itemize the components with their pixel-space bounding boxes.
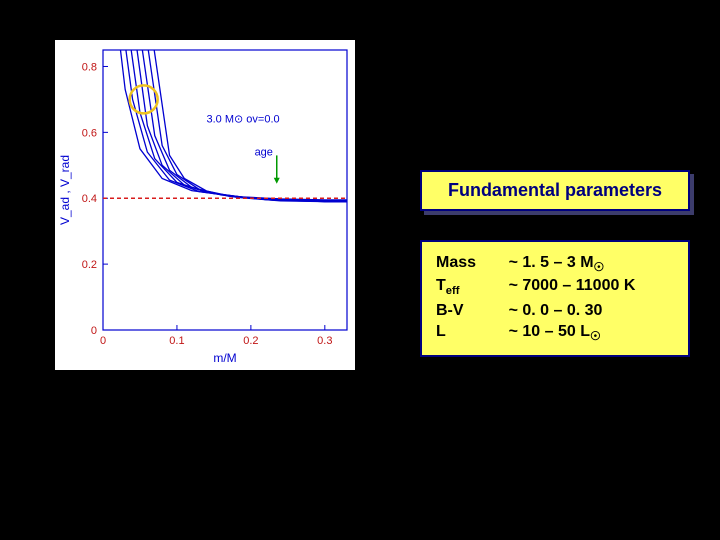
svg-text:m/M: m/M	[213, 351, 236, 365]
param-label: Teff	[434, 275, 507, 299]
svg-text:0.3: 0.3	[317, 335, 332, 347]
param-row: Teff~ 7000 – 11000 K	[434, 275, 676, 299]
svg-text:0.2: 0.2	[243, 335, 258, 347]
svg-text:0: 0	[100, 335, 106, 347]
chart-panel: 0 0.1 0.2 0.3 0 0.2 0.4 0.6 0.8 m/M V_ad , V_rad 3.…	[55, 40, 355, 370]
param-value: ~ 7000 – 11000 K	[507, 275, 676, 299]
svg-text:3.0 M⊙ ov=0.0: 3.0 M⊙ ov=0.0	[207, 113, 280, 125]
param-label: B-V	[434, 300, 507, 322]
param-row: Mass~ 1. 5 – 3 M☉	[434, 252, 676, 275]
param-value: ~ 10 – 50 L☉	[507, 321, 676, 344]
svg-text:0.6: 0.6	[82, 127, 97, 139]
params-table: Mass~ 1. 5 – 3 M☉Teff~ 7000 – 11000 KB-V…	[434, 252, 676, 345]
param-label: Mass	[434, 252, 507, 275]
param-label: L	[434, 321, 507, 344]
title-box: Fundamental parameters	[420, 170, 690, 211]
svg-text:V_ad , V_rad: V_ad , V_rad	[58, 155, 72, 225]
svg-text:0.4: 0.4	[82, 193, 97, 205]
param-row: B-V~ 0. 0 – 0. 30	[434, 300, 676, 322]
svg-text:0: 0	[91, 325, 97, 337]
svg-text:0.8: 0.8	[82, 61, 97, 73]
param-row: L~ 10 – 50 L☉	[434, 321, 676, 344]
params-box: Mass~ 1. 5 – 3 M☉Teff~ 7000 – 11000 KB-V…	[420, 240, 690, 357]
param-value: ~ 0. 0 – 0. 30	[507, 300, 676, 322]
svg-text:0.1: 0.1	[169, 335, 184, 347]
svg-text:age: age	[255, 146, 273, 158]
title-text: Fundamental parameters	[448, 180, 662, 200]
chart-svg: 0 0.1 0.2 0.3 0 0.2 0.4 0.6 0.8 m/M V_ad , V_rad 3.…	[55, 40, 355, 370]
svg-text:0.2: 0.2	[82, 259, 97, 271]
param-value: ~ 1. 5 – 3 M☉	[507, 252, 676, 275]
